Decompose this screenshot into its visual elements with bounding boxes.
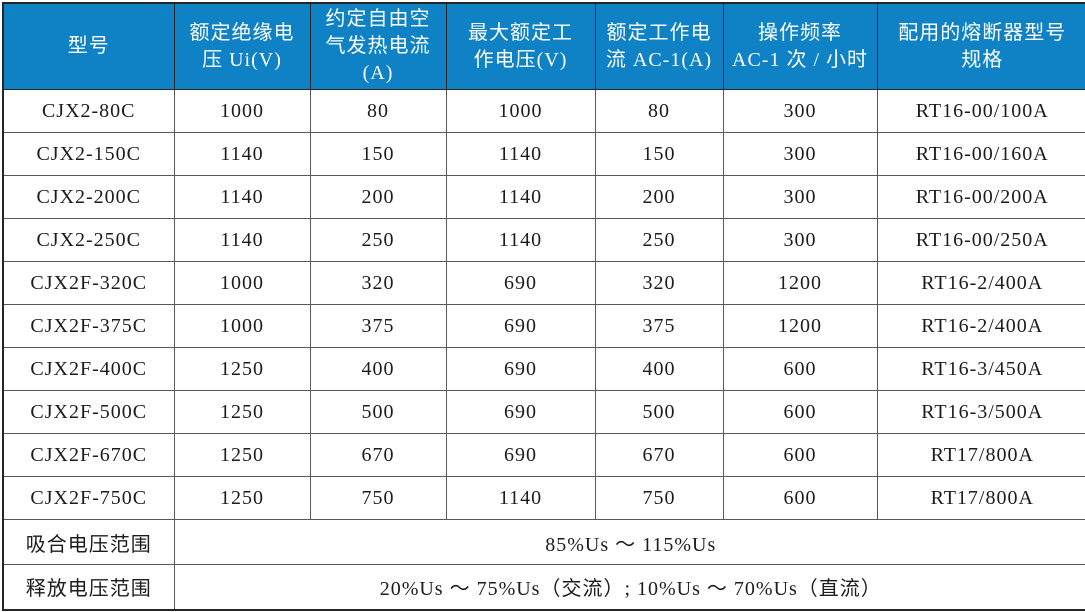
cell: 200 <box>594 175 724 219</box>
cell: 1250 <box>173 433 311 477</box>
cell: 1200 <box>722 304 878 348</box>
cell-model: CJX2F-375C <box>2 304 175 348</box>
cell: RT16-00/200A <box>876 175 1085 219</box>
table-row: CJX2F-320C 1000 320 690 320 1200 RT16-2/… <box>2 261 1085 305</box>
cell: 80 <box>309 89 447 133</box>
release-voltage-value: 20%Us ～ 75%Us（交流）; 10%Us ～ 70%Us（直流） <box>173 564 1085 610</box>
cell: 400 <box>309 347 447 391</box>
cell: RT17/800A <box>876 433 1085 477</box>
cell-model: CJX2-200C <box>2 175 175 219</box>
column-header-operating-frequency: 操作频率 AC-1 次 / 小时 <box>722 2 878 90</box>
table-row: CJX2-80C 1000 80 1000 80 300 RT16-00/100… <box>2 89 1085 133</box>
table-row: CJX2F-750C 1250 750 1140 750 600 RT17/80… <box>2 476 1085 520</box>
column-header-max-rated-working-voltage: 最大额定工 作电压(V) <box>445 2 596 90</box>
cell: 400 <box>594 347 724 391</box>
table-row: CJX2F-500C 1250 500 690 500 600 RT16-3/5… <box>2 390 1085 434</box>
cell: 200 <box>309 175 447 219</box>
cell: 600 <box>722 476 878 520</box>
cell-model: CJX2F-320C <box>2 261 175 305</box>
cell-model: CJX2-250C <box>2 218 175 262</box>
cell: 300 <box>722 218 878 262</box>
cell: 1250 <box>173 390 311 434</box>
cell: 320 <box>594 261 724 305</box>
cell: 1140 <box>445 175 596 219</box>
cell: 1250 <box>173 476 311 520</box>
cell: 1000 <box>173 261 311 305</box>
cell: 750 <box>309 476 447 520</box>
cell: 80 <box>594 89 724 133</box>
column-header-conventional-free-air-thermal-current: 约定自由空 气发热电流 (A) <box>309 2 447 90</box>
pickup-voltage-row: 吸合电压范围 85%Us ～ 115%Us <box>2 519 1085 565</box>
cell: 250 <box>594 218 724 262</box>
cell: 300 <box>722 89 878 133</box>
cell: RT16-00/100A <box>876 89 1085 133</box>
cell: RT16-3/450A <box>876 347 1085 391</box>
cell-model: CJX2F-500C <box>2 390 175 434</box>
cell: 600 <box>722 433 878 477</box>
cell: 500 <box>309 390 447 434</box>
cell: 600 <box>722 390 878 434</box>
pickup-voltage-label: 吸合电压范围 <box>2 519 175 565</box>
cell: 375 <box>309 304 447 348</box>
release-voltage-label: 释放电压范围 <box>2 564 175 610</box>
cell: 1000 <box>173 89 311 133</box>
column-header-rated-working-current: 额定工作电 流 AC-1(A) <box>594 2 724 90</box>
cell: 1200 <box>722 261 878 305</box>
cell: 690 <box>445 261 596 305</box>
cell: 500 <box>594 390 724 434</box>
table-row: CJX2-200C 1140 200 1140 200 300 RT16-00/… <box>2 175 1085 219</box>
table-row: CJX2F-670C 1250 670 690 670 600 RT17/800… <box>2 433 1085 477</box>
cell: 690 <box>445 304 596 348</box>
cell: 600 <box>722 347 878 391</box>
cell: 375 <box>594 304 724 348</box>
cell: RT16-3/500A <box>876 390 1085 434</box>
cell: 1250 <box>173 347 311 391</box>
table-row: CJX2-250C 1140 250 1140 250 300 RT16-00/… <box>2 218 1085 262</box>
cell: 1140 <box>173 218 311 262</box>
header-row: 型号 额定绝缘电 压 Ui(V) 约定自由空 气发热电流 (A) 最大额定工 作… <box>2 2 1085 90</box>
release-voltage-row: 释放电压范围 20%Us ～ 75%Us（交流）; 10%Us ～ 70%Us（… <box>2 564 1085 610</box>
cell: RT16-2/400A <box>876 261 1085 305</box>
table-row: CJX2F-400C 1250 400 690 400 600 RT16-3/4… <box>2 347 1085 391</box>
cell: 1140 <box>445 132 596 176</box>
cell: 1000 <box>445 89 596 133</box>
cell: RT16-00/250A <box>876 218 1085 262</box>
column-header-rated-insulation-voltage: 额定绝缘电 压 Ui(V) <box>173 2 311 90</box>
cell: RT16-2/400A <box>876 304 1085 348</box>
cell: 250 <box>309 218 447 262</box>
pickup-voltage-value: 85%Us ～ 115%Us <box>173 519 1085 565</box>
cell: 690 <box>445 390 596 434</box>
cell: 150 <box>594 132 724 176</box>
cell: 670 <box>594 433 724 477</box>
cell: 320 <box>309 261 447 305</box>
cell: RT17/800A <box>876 476 1085 520</box>
table-row: CJX2-150C 1140 150 1140 150 300 RT16-00/… <box>2 132 1085 176</box>
cell: 750 <box>594 476 724 520</box>
cell: 670 <box>309 433 447 477</box>
cell-model: CJX2-80C <box>2 89 175 133</box>
column-header-fuse-spec: 配用的熔断器型号 规格 <box>876 2 1085 90</box>
cell: 150 <box>309 132 447 176</box>
cell: 300 <box>722 132 878 176</box>
cell: 300 <box>722 175 878 219</box>
cell: 1140 <box>445 476 596 520</box>
cell: 1140 <box>173 175 311 219</box>
cell-model: CJX2F-750C <box>2 476 175 520</box>
cell-model: CJX2-150C <box>2 132 175 176</box>
table-row: CJX2F-375C 1000 375 690 375 1200 RT16-2/… <box>2 304 1085 348</box>
cell: 690 <box>445 347 596 391</box>
cell-model: CJX2F-400C <box>2 347 175 391</box>
column-header-model: 型号 <box>2 2 175 90</box>
cell-model: CJX2F-670C <box>2 433 175 477</box>
cell: RT16-00/160A <box>876 132 1085 176</box>
cell: 1140 <box>445 218 596 262</box>
cell: 1140 <box>173 132 311 176</box>
cell: 690 <box>445 433 596 477</box>
cell: 1000 <box>173 304 311 348</box>
